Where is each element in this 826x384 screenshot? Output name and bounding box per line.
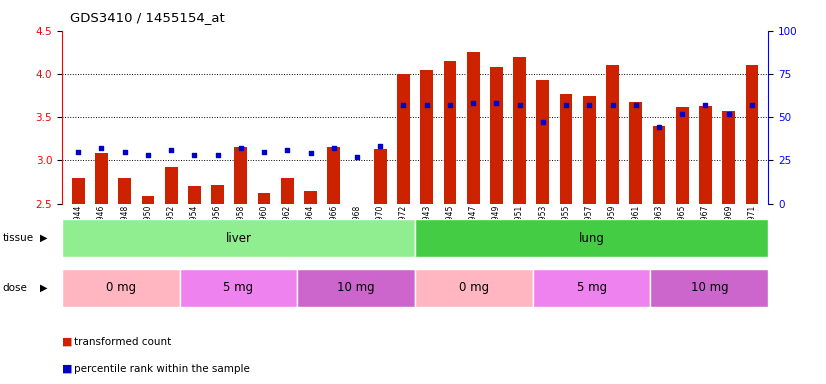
Bar [722,111,735,204]
Text: liver: liver [225,232,251,245]
Bar [415,269,533,307]
Point [559,102,572,108]
Point [304,151,317,157]
Point [582,102,596,108]
Bar [444,61,456,204]
Bar [653,126,666,204]
Text: 10 mg: 10 mg [337,281,375,295]
Bar [72,178,84,204]
Bar [560,94,572,204]
Point [211,152,224,158]
Text: percentile rank within the sample: percentile rank within the sample [74,364,250,374]
Point [258,149,271,155]
Bar [62,269,180,307]
Text: lung: lung [579,232,605,245]
Text: ■: ■ [62,364,73,374]
Point [95,145,108,151]
Text: 5 mg: 5 mg [577,281,606,295]
Text: 10 mg: 10 mg [691,281,729,295]
Point [699,102,712,108]
Bar [397,74,410,204]
Point [629,102,643,108]
Bar [746,65,758,204]
Bar [141,196,154,204]
Point [350,154,363,160]
Point [235,145,248,151]
Point [490,100,503,106]
Bar [297,269,415,307]
Point [536,119,549,125]
Point [722,111,735,117]
Point [72,149,85,155]
Text: transformed count: transformed count [74,337,172,347]
Point [745,102,758,108]
Bar [304,190,317,204]
Bar [583,96,596,204]
Point [396,102,410,108]
Bar [62,219,415,257]
Point [188,152,201,158]
Point [467,100,480,106]
Bar [118,178,131,204]
Bar [281,178,294,204]
Point [606,102,620,108]
Text: ▶: ▶ [40,283,47,293]
Bar [676,107,689,204]
Text: ■: ■ [62,337,73,347]
Bar [629,101,642,204]
Text: GDS3410 / 1455154_at: GDS3410 / 1455154_at [70,12,225,25]
Text: 0 mg: 0 mg [106,281,135,295]
Bar [188,186,201,204]
Bar [420,70,433,204]
Text: tissue: tissue [2,233,34,243]
Bar [415,219,768,257]
Point [676,111,689,117]
Bar [533,269,651,307]
Point [118,149,131,155]
Text: 5 mg: 5 mg [224,281,254,295]
Bar [180,269,297,307]
Bar [164,167,178,204]
Point [420,102,434,108]
Bar [211,185,224,204]
Bar [258,193,270,204]
Bar [467,52,480,204]
Bar [327,147,340,204]
Text: ▶: ▶ [40,233,47,243]
Point [141,152,154,158]
Point [444,102,457,108]
Bar [606,65,619,204]
Bar [699,106,712,204]
Text: dose: dose [2,283,27,293]
Point [281,147,294,153]
Point [653,124,666,131]
Point [373,143,387,149]
Bar [374,149,387,204]
Bar [490,67,503,204]
Point [164,147,178,153]
Point [513,102,526,108]
Point [327,145,340,151]
Bar [513,56,526,204]
Bar [651,269,768,307]
Bar [235,147,247,204]
Bar [536,80,549,204]
Text: 0 mg: 0 mg [459,281,489,295]
Bar [95,152,108,204]
